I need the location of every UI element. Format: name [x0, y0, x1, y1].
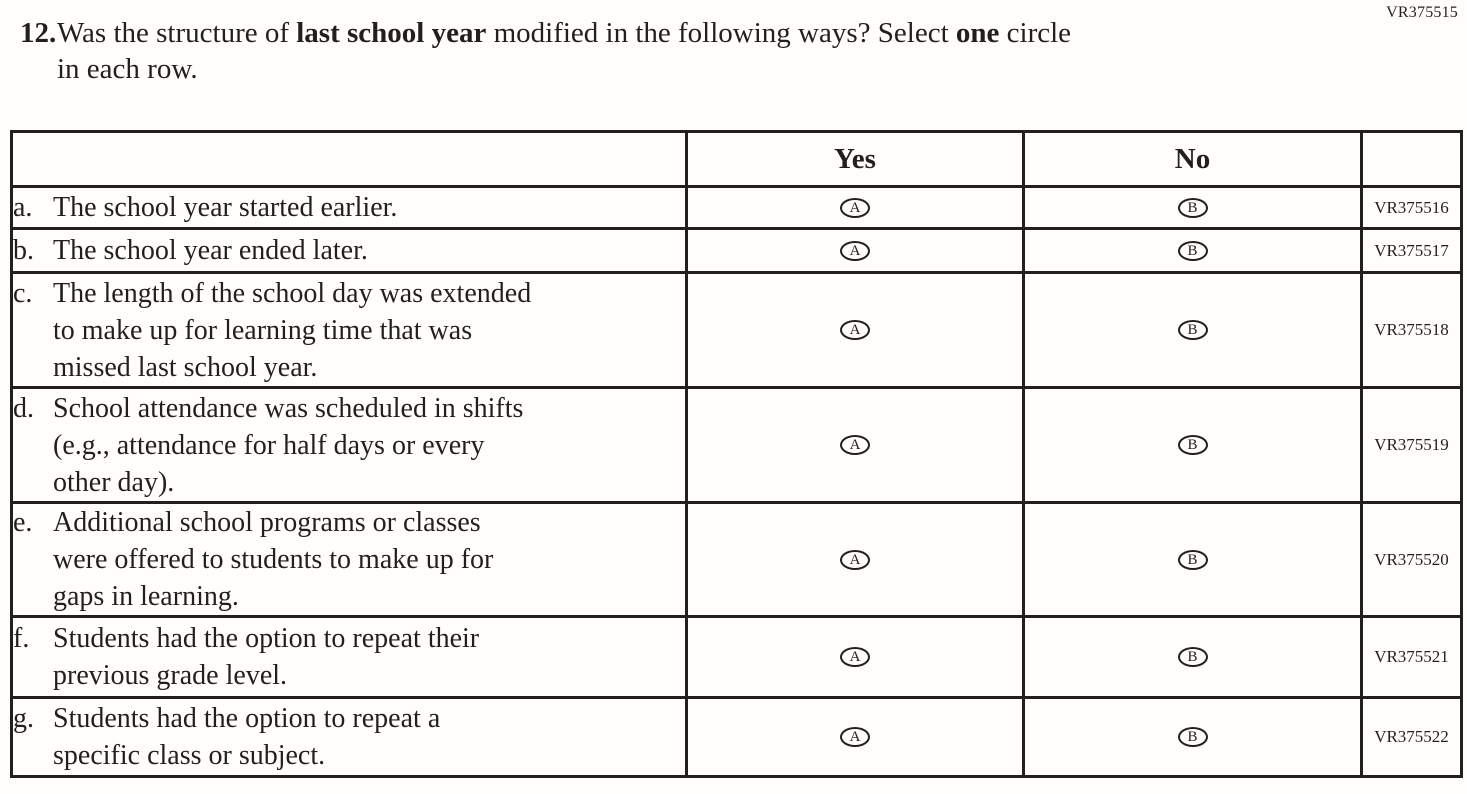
yes-bubble[interactable]: A: [840, 320, 870, 340]
row-text: School attendance was scheduled in shift…: [53, 392, 524, 498]
yes-cell: A: [685, 696, 1025, 778]
no-cell: B: [1022, 386, 1363, 504]
table-row-e: e. Additional school programs or classes…: [10, 501, 1463, 618]
response-table: Yes No a. The school year started earlie…: [10, 130, 1463, 778]
row-text: Additional school programs or classes we…: [53, 507, 494, 612]
row-label-cell: g. Students had the option to repeat a s…: [10, 696, 688, 778]
no-cell: B: [1022, 227, 1363, 274]
row-code: VR375521: [1360, 615, 1463, 699]
yes-cell: A: [685, 501, 1025, 618]
no-cell: B: [1022, 271, 1363, 389]
no-bubble[interactable]: B: [1177, 435, 1208, 455]
header-yes: Yes: [685, 130, 1025, 188]
row-letter: c.: [13, 277, 33, 309]
question-number: 12.: [20, 17, 57, 49]
row-label-cell: c. The length of the school day was exte…: [10, 271, 688, 389]
yes-cell: A: [685, 185, 1025, 230]
table-header-row: Yes No: [10, 130, 1463, 188]
row-text: Students had the option to repeat their …: [53, 623, 480, 691]
row-code: VR375516: [1360, 185, 1463, 230]
yes-bubble[interactable]: A: [840, 549, 870, 570]
table-row-f: f. Students had the option to repeat the…: [10, 615, 1463, 699]
no-bubble[interactable]: B: [1177, 727, 1208, 747]
row-label-cell: f. Students had the option to repeat the…: [10, 615, 688, 699]
row-text: Students had the option to repeat a spec…: [53, 703, 441, 771]
table-row-c: c. The length of the school day was exte…: [10, 271, 1463, 389]
row-code: VR375518: [1360, 271, 1463, 389]
row-letter: e.: [13, 507, 33, 538]
header-no: No: [1022, 130, 1363, 188]
yes-bubble[interactable]: A: [840, 647, 870, 667]
row-letter: d.: [13, 392, 34, 424]
question-text-line2: in each row.: [57, 53, 198, 85]
table-row-b: b. The school year ended later. A B VR37…: [10, 227, 1463, 274]
no-cell: B: [1022, 501, 1363, 618]
row-code: VR375522: [1360, 696, 1463, 778]
table-row-g: g. Students had the option to repeat a s…: [10, 696, 1463, 778]
yes-bubble[interactable]: A: [840, 727, 870, 747]
yes-bubble[interactable]: A: [840, 197, 870, 218]
no-cell: B: [1022, 696, 1363, 778]
yes-cell: A: [685, 386, 1025, 504]
no-bubble[interactable]: B: [1177, 647, 1208, 667]
question-text-part2: modified in the following ways? Select: [486, 17, 956, 49]
header-code-cell: [1360, 130, 1463, 188]
row-label-cell: e. Additional school programs or classes…: [10, 501, 688, 618]
question-text-part1: Was the structure of: [57, 17, 297, 49]
yes-cell: A: [685, 227, 1025, 274]
question-variable-code: VR375515: [1386, 4, 1458, 21]
row-text: The length of the school day was extende…: [53, 277, 532, 383]
row-label-cell: a. The school year started earlier.: [10, 185, 688, 230]
question-text-part3: circle: [999, 17, 1072, 49]
row-code: VR375519: [1360, 386, 1463, 504]
question-text: Was the structure of last school year mo…: [57, 15, 1071, 87]
header-empty-cell: [10, 130, 688, 188]
row-label-cell: d. School attendance was scheduled in sh…: [10, 386, 688, 504]
no-bubble[interactable]: B: [1177, 240, 1208, 261]
row-code: VR375517: [1360, 227, 1463, 274]
question-block: 12. Was the structure of last school yea…: [0, 0, 1467, 87]
yes-bubble[interactable]: A: [840, 435, 870, 455]
row-text: The school year started earlier.: [53, 192, 398, 223]
question-text-bold2: one: [955, 17, 1000, 49]
row-letter: a.: [13, 192, 33, 223]
no-bubble[interactable]: B: [1177, 549, 1208, 570]
table-row-d: d. School attendance was scheduled in sh…: [10, 386, 1463, 504]
row-letter: f.: [13, 623, 30, 654]
yes-bubble[interactable]: A: [840, 240, 870, 261]
row-label-cell: b. The school year ended later.: [10, 227, 688, 274]
row-letter: g.: [13, 703, 34, 734]
question-text-bold1: last school year: [296, 17, 487, 49]
no-cell: B: [1022, 185, 1363, 230]
row-code: VR375520: [1360, 501, 1463, 618]
row-letter: b.: [13, 235, 34, 266]
no-cell: B: [1022, 615, 1363, 699]
table-row-a: a. The school year started earlier. A B …: [10, 185, 1463, 230]
no-bubble[interactable]: B: [1177, 320, 1208, 340]
yes-cell: A: [685, 615, 1025, 699]
yes-cell: A: [685, 271, 1025, 389]
row-text: The school year ended later.: [53, 235, 368, 266]
no-bubble[interactable]: B: [1177, 197, 1208, 218]
